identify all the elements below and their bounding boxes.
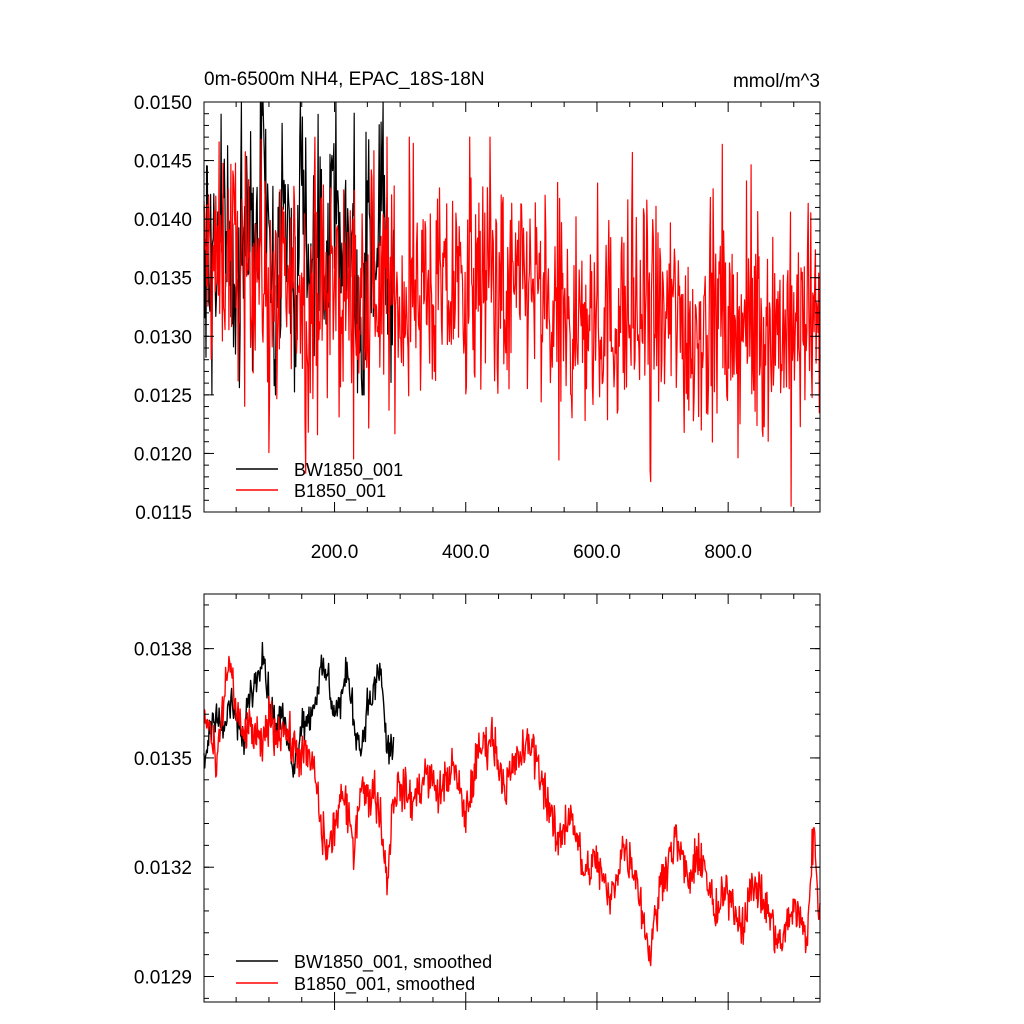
bottom-axis-ticks: 0.0129 0.0132 0.0135 0.0138: [134, 594, 820, 1010]
bottom-plot-area: [203, 641, 821, 967]
top-panel: 0m-6500m NH4, EPAC_18S-18N mmol/m^3 0.01…: [134, 69, 821, 563]
top-panel-units: mmol/m^3: [733, 71, 820, 92]
series-line-bw1850-001: [203, 101, 395, 396]
bottom-plot-frame: [203, 593, 821, 1003]
y-tick-label: 0.0138: [134, 640, 192, 661]
y-tick-label: 0.0150: [134, 93, 192, 114]
y-tick-label: 0.0130: [134, 327, 192, 348]
y-tick-label: 0.0135: [134, 749, 192, 770]
top-panel-title: 0m-6500m NH4, EPAC_18S-18N: [204, 69, 485, 90]
y-tick-label: 0.0135: [134, 269, 192, 290]
y-tick-label: 0.0120: [134, 444, 192, 465]
top-plot-frame: [203, 101, 821, 513]
y-tick-label: 0.0115: [135, 503, 192, 524]
y-tick-label: 0.0140: [134, 210, 192, 231]
x-tick-label: 600.0: [573, 542, 621, 563]
top-axis-ticks: 0.0115 0.0120 0.0125 0.0130 0.0135 0.0140 0.01…: [134, 93, 820, 563]
top-legend-label-b1850: B1850_001: [294, 481, 386, 502]
bottom-legend: BW1850_001, smoothed B1850_001, smoothed: [236, 952, 492, 995]
y-tick-label: 0.0132: [134, 858, 192, 879]
top-legend: BW1850_001 B1850_001: [236, 460, 403, 502]
y-tick-label: 0.0145: [134, 152, 192, 173]
x-tick-label: 800.0: [704, 542, 752, 563]
y-tick-label: 0.0129: [134, 968, 192, 989]
bottom-legend-label-bw1850: BW1850_001, smoothed: [294, 952, 492, 973]
top-plot-area: [203, 101, 821, 507]
bottom-panel: 0.0129 0.0132 0.0135 0.0138 BW1850_001, smo…: [134, 593, 821, 1010]
x-tick-label: 200.0: [311, 542, 359, 563]
x-tick-label: 400.0: [442, 542, 490, 563]
series-line-b1850-001-smoothed: [203, 655, 821, 967]
series-line-b1850-001: [203, 136, 821, 507]
top-legend-label-bw1850: BW1850_001: [294, 460, 403, 481]
y-tick-label: 0.0125: [134, 386, 192, 407]
bottom-legend-label-b1850: B1850_001, smoothed: [294, 974, 475, 995]
